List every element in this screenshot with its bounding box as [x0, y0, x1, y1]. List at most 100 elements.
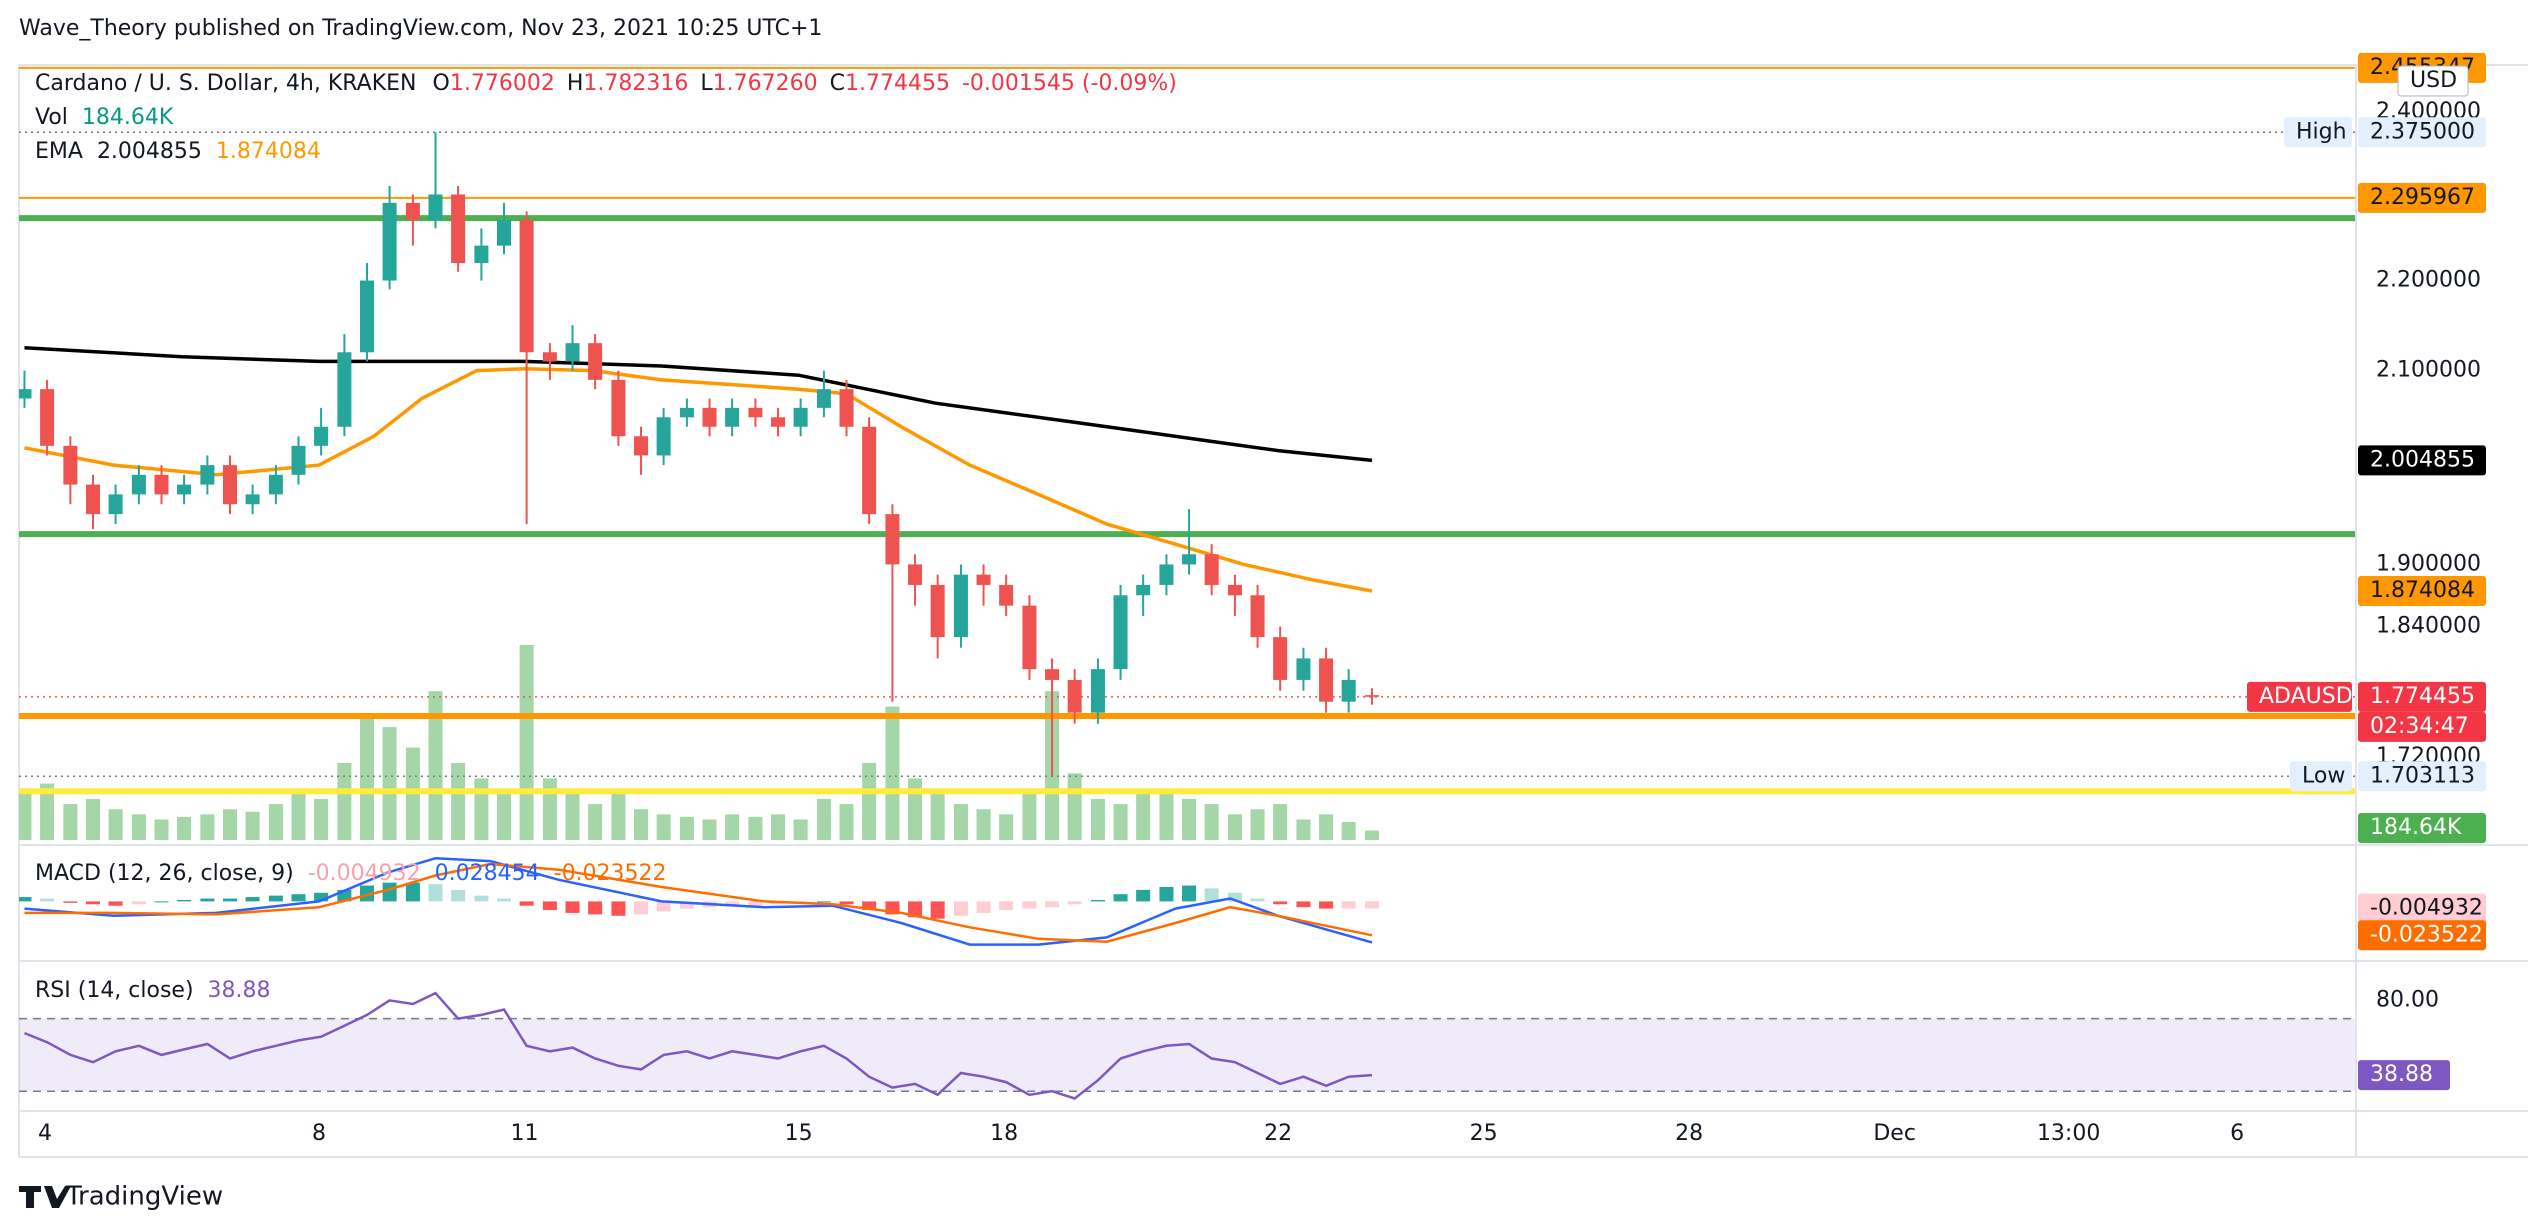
legend-item: 1.774455: [845, 71, 950, 96]
volume-tag: 184.64K: [2370, 815, 2462, 840]
candle-body: [474, 245, 489, 264]
volume-bar: [1341, 822, 1356, 840]
ema-tag-box: [2358, 445, 2486, 476]
currency-tag-box: [2397, 65, 2469, 97]
volume-bar: [999, 814, 1014, 840]
volume-bar: [908, 778, 923, 840]
macd-histogram-bar: [1341, 901, 1356, 909]
legend-item: RSI (14, close): [35, 978, 194, 1003]
candle-body: [611, 379, 626, 437]
low-value-tag-box: [2358, 761, 2486, 792]
candle-body: [268, 474, 283, 495]
volume-bar: [268, 804, 283, 840]
macd-histogram-bar: [154, 901, 169, 903]
high-tag-box: [2284, 117, 2352, 148]
macd-histogram-bar: [1045, 901, 1060, 908]
macd-histogram-bar: [40, 898, 55, 902]
candle-body: [428, 194, 443, 220]
y-tick-label: 1.900000: [2376, 551, 2481, 576]
legend-item: H: [567, 71, 584, 96]
volume-bar: [1090, 798, 1105, 840]
candle-body: [1159, 564, 1174, 585]
macd-hist-tag: -0.004932: [2370, 896, 2483, 921]
ema-line: [24, 367, 1373, 593]
macd-histogram-bar: [1022, 901, 1037, 909]
macd-histogram-bar: [245, 897, 260, 902]
macd-histogram-bar: [1250, 898, 1265, 902]
volume-bar: [1136, 788, 1151, 840]
macd-histogram-bar: [268, 895, 283, 902]
volume-bar: [245, 811, 260, 840]
volume-bar: [885, 706, 900, 840]
countdown-tag-box: [2358, 711, 2486, 742]
candle-body: [1319, 658, 1334, 702]
candle-body: [816, 389, 831, 408]
x-tick-label: 25: [1470, 1121, 1498, 1146]
volume-bar: [702, 819, 717, 840]
macd-histogram-bar: [930, 901, 945, 919]
rsi-tick-label: 80.00: [2376, 987, 2439, 1012]
candle-body: [1296, 658, 1311, 680]
candle-body: [1204, 554, 1219, 585]
legend-item: 1.782316: [583, 71, 688, 96]
rsi-pane: [19, 991, 2355, 1100]
legend-item: -0.004932: [308, 861, 421, 886]
candle-body: [63, 445, 78, 485]
candle-body: [725, 407, 740, 427]
brand-name: TradingView: [65, 1182, 223, 1212]
low-value-tag: 1.703113: [2370, 763, 2475, 788]
high-value-tag: 2.375000: [2370, 119, 2475, 144]
y-tick-label: 2.100000: [2376, 358, 2481, 383]
macd-histogram-bar: [611, 901, 626, 916]
legend-row: Vol 184.64K: [35, 105, 174, 130]
volume-bar: [1273, 804, 1288, 840]
volume-bar: [1250, 809, 1265, 840]
legend-item: Cardano / U. S. Dollar, 4h, KRAKEN: [35, 71, 417, 96]
y-tick-label: 1.840000: [2376, 614, 2481, 639]
x-tick-label: Dec: [1873, 1121, 1916, 1146]
volume-bar: [953, 804, 968, 840]
macd-histogram-bar: [428, 884, 443, 902]
candle-body: [1136, 584, 1151, 596]
candle-body: [131, 474, 146, 495]
macd-histogram-bar: [63, 901, 78, 903]
candle-body: [337, 352, 352, 427]
main-pane: [19, 66, 2355, 840]
macd-histogram-bar: [1113, 894, 1128, 902]
candle-body: [1182, 554, 1197, 565]
legend-item: 1.767260: [713, 71, 818, 96]
brand-logo: TradingView: [19, 1182, 223, 1212]
legend-item: MACD (12, 26, close, 9): [35, 861, 294, 886]
legend-row: EMA 2.004855 1.874084: [35, 139, 321, 164]
candle-body: [885, 514, 900, 565]
countdown-tag: 02:34:47: [2370, 714, 2469, 739]
volume-bar: [634, 809, 649, 840]
volume-bar: [611, 793, 626, 840]
volume-bar: [474, 778, 489, 840]
volume-bar: [428, 691, 443, 840]
high-tag: High: [2296, 119, 2347, 144]
candle-body: [40, 389, 55, 446]
legend-item: Vol: [35, 105, 68, 130]
macd-histogram-bar: [1182, 885, 1197, 902]
macd-histogram-bar: [1090, 899, 1105, 902]
macd-histogram-bar: [314, 892, 329, 902]
volume-bar: [725, 814, 740, 840]
macd-histogram-bar: [816, 901, 831, 903]
x-tick-label: 13:00: [2037, 1121, 2100, 1146]
level-tag: 2.295967: [2370, 185, 2475, 210]
ema-tag: 2.004855: [2370, 447, 2475, 472]
macd-histogram-bar: [177, 899, 192, 902]
macd-histogram-bar: [1319, 901, 1334, 909]
macd-histogram-bar: [999, 901, 1014, 911]
x-tick-label: 11: [511, 1121, 539, 1146]
legend-item: L: [700, 71, 713, 96]
macd-histogram-bar: [1296, 901, 1311, 908]
macd-histogram-bar: [337, 889, 352, 902]
macd-histogram-bar: [222, 898, 238, 902]
legend-item: 2.004855: [97, 139, 202, 164]
macd-histogram-bar: [1067, 901, 1082, 905]
volume-bar: [565, 793, 580, 840]
